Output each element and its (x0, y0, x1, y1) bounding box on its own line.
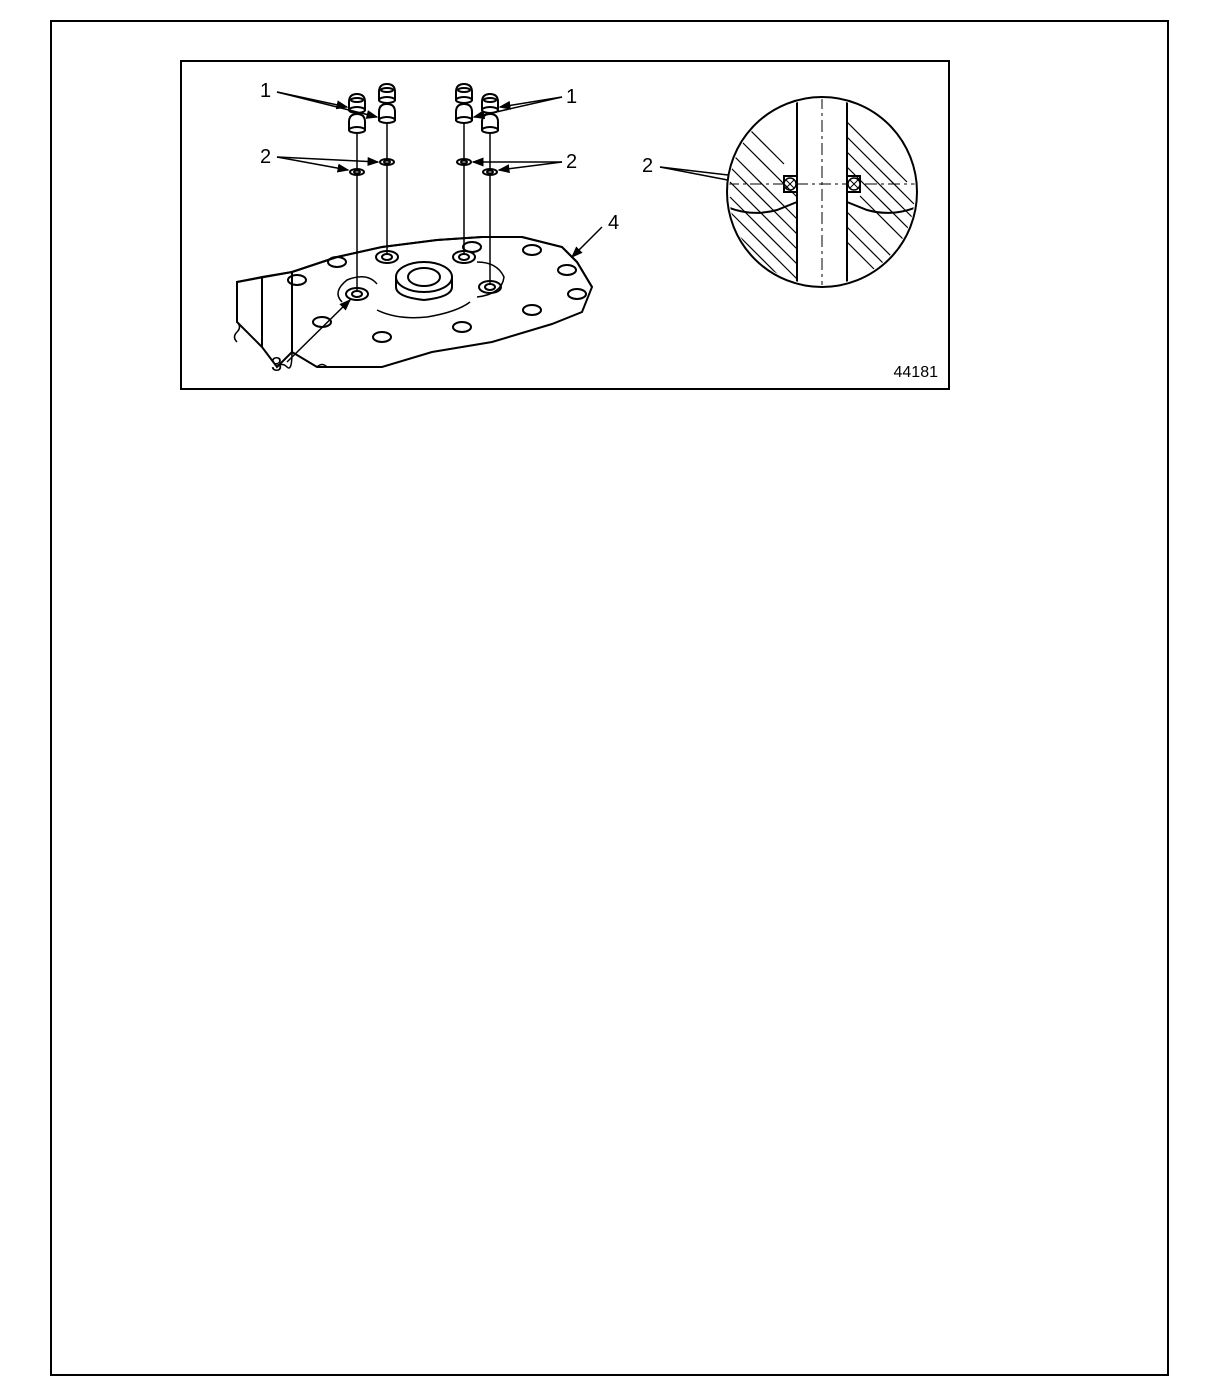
diagram-container: 1 1 2 2 2 3 4 44181 (180, 60, 950, 390)
reference-number: 44181 (894, 364, 939, 382)
callout-1-left: 1 (260, 80, 271, 103)
callout-3: 3 (271, 354, 282, 377)
callout-2-right: 2 (566, 151, 577, 174)
callout-2-left: 2 (260, 146, 271, 169)
callout-1-right: 1 (566, 86, 577, 109)
callout-4: 4 (608, 212, 619, 235)
callout-2-detail: 2 (642, 155, 653, 178)
technical-diagram (182, 62, 952, 392)
